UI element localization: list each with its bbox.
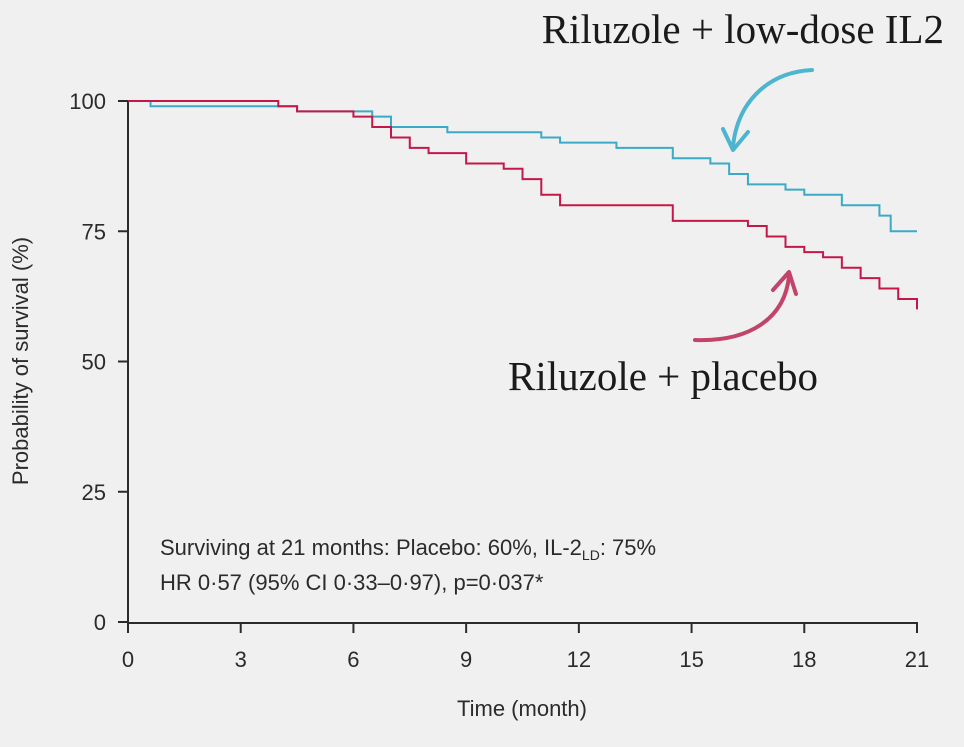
y-tick-label: 50 bbox=[82, 350, 106, 375]
stats-line-1: Surviving at 21 months: Placebo: 60%, IL… bbox=[160, 535, 656, 563]
y-axis-title: Probability of survival (%) bbox=[8, 237, 33, 485]
stats-line-2: HR 0·57 (95% CI 0·33–0·97), p=0·037* bbox=[160, 570, 544, 595]
y-tick-label: 100 bbox=[69, 89, 106, 114]
x-tick-label: 3 bbox=[235, 647, 247, 672]
y-tick-label: 75 bbox=[82, 219, 106, 244]
y-tick-label: 25 bbox=[82, 480, 106, 505]
placebo-annotation-label: Riluzole + placebo bbox=[508, 353, 818, 399]
x-tick-label: 6 bbox=[347, 647, 359, 672]
x-tick-label: 0 bbox=[122, 647, 134, 672]
il2-annotation-arrow bbox=[731, 68, 814, 148]
placebo-arrowhead bbox=[771, 270, 798, 296]
y-ticks: 0 25 50 75 100 bbox=[69, 89, 128, 635]
x-tick-label: 12 bbox=[567, 647, 591, 672]
x-ticks: 0 3 6 9 12 15 18 21 bbox=[122, 622, 929, 672]
stats-line-1-prefix: Surviving at 21 months: Placebo: 60%, IL… bbox=[160, 535, 582, 560]
x-tick-label: 21 bbox=[905, 647, 929, 672]
stats-line-1-suffix: : 75% bbox=[600, 535, 656, 560]
placebo-annotation-arrow bbox=[693, 274, 791, 343]
il2-annotation-label: Riluzole + low-dose IL2 bbox=[542, 6, 944, 52]
il2-survival-curve bbox=[128, 100, 917, 233]
y-tick-label: 0 bbox=[94, 610, 106, 635]
x-tick-label: 9 bbox=[460, 647, 472, 672]
x-axis-title: Time (month) bbox=[457, 696, 587, 721]
x-tick-label: 15 bbox=[679, 647, 703, 672]
placebo-survival-curve bbox=[128, 100, 918, 310]
il2-arrowhead bbox=[721, 127, 750, 152]
stats-line-1-subscript: LD bbox=[582, 547, 600, 563]
series-layer bbox=[128, 100, 918, 310]
x-tick-label: 18 bbox=[792, 647, 816, 672]
